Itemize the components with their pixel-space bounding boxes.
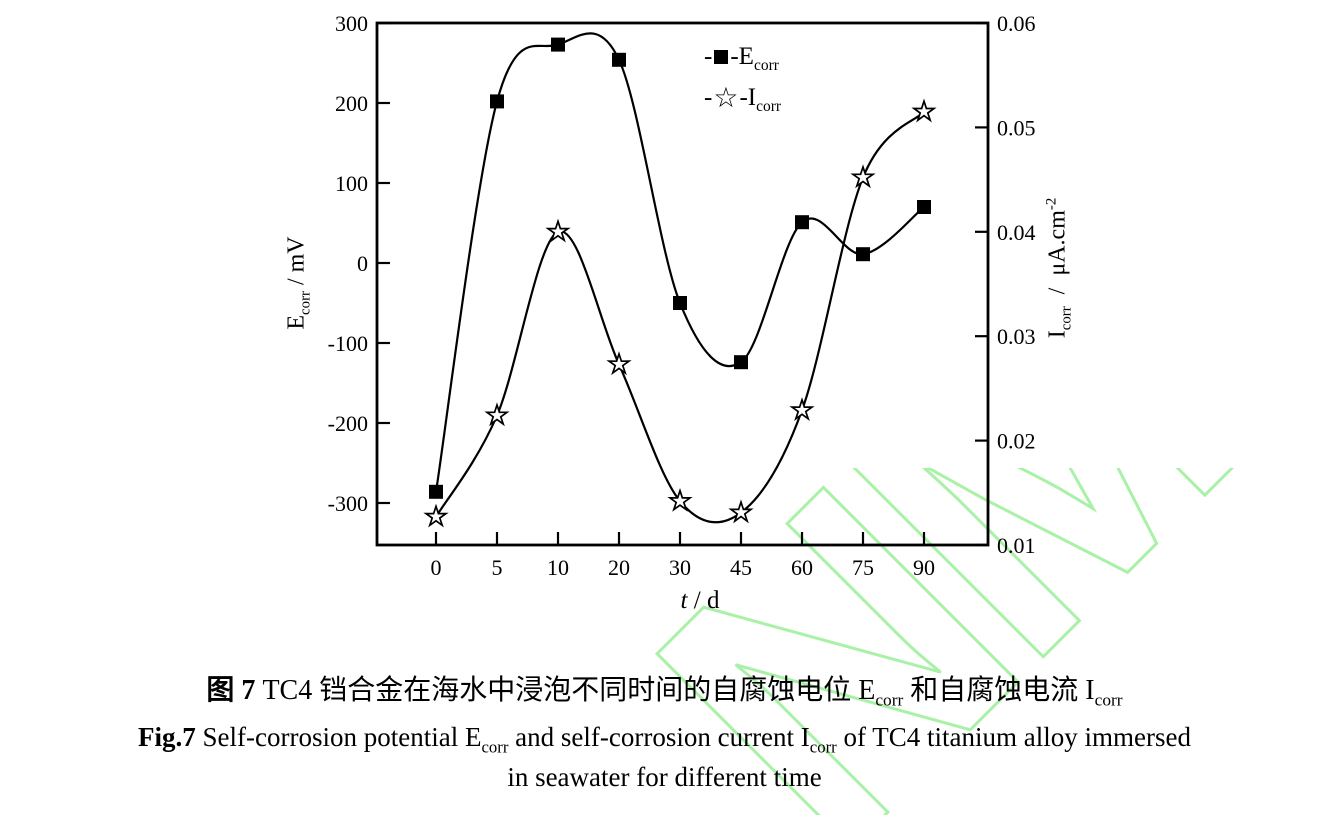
y-right-tick-label: 0.02 [997, 429, 1036, 454]
legend-label-icorr-base: I [747, 83, 757, 111]
y-right-tick-label: 0.05 [997, 115, 1036, 140]
legend-dash: - [704, 42, 713, 70]
legend-label-icorr: Icorr [747, 83, 782, 115]
x-tick-label: 90 [913, 555, 935, 580]
y-left-label-sub: corr [297, 291, 314, 315]
legend-label-ecorr-sub: corr [753, 56, 779, 74]
Ecorr-point-square [856, 247, 870, 262]
chart-legend: - - Ecorr - - Icorr [704, 36, 781, 118]
legend-entry-icorr: - - Icorr [704, 77, 781, 118]
legend-label-ecorr: Ecorr [738, 42, 779, 74]
Icorr-point-star [545, 218, 571, 243]
y-left-tick-label: 200 [335, 91, 368, 116]
filled-square-icon [714, 49, 729, 64]
caption-en-sub-1: corr [481, 737, 509, 757]
caption-zh-sub-2: corr [1094, 690, 1123, 710]
x-tick-label: 5 [492, 555, 503, 580]
Ecorr-point-square [734, 355, 748, 370]
legend-dash: - [704, 83, 713, 111]
x-axis-label: t / d [681, 587, 720, 615]
x-tick-label: 60 [791, 555, 813, 580]
Ecorr-point-square [490, 94, 504, 109]
y-axis-left-label: Ecorr / mV [283, 236, 314, 330]
Ecorr-point-square [673, 296, 687, 310]
Ecorr-line [434, 32, 925, 492]
caption-en-text-2: and self-corrosion current I [508, 722, 810, 752]
x-tick-label: 75 [852, 555, 874, 580]
legend-label-ecorr-base: E [738, 42, 754, 70]
legend-dash: - [739, 83, 748, 111]
x-tick-label: 10 [547, 555, 569, 580]
Icorr-point-star [789, 397, 815, 422]
plot-frame [375, 21, 990, 547]
open-star-icon [713, 97, 738, 98]
y-left-label-base: E [283, 314, 310, 330]
y-right-label-sup: -2 [1043, 197, 1060, 211]
Ecorr-point-square [429, 484, 443, 499]
Icorr-point-star [423, 503, 449, 528]
caption-zh-text-1: TC4 铛合金在海水中浸泡不同时间的自腐蚀电位 E [255, 675, 876, 706]
caption-english-line2: in seawater for different time [507, 762, 822, 792]
caption-en-sub-2: corr [809, 737, 837, 757]
y-right-tick-label: 0.01 [997, 533, 1036, 558]
x-tick-label: 45 [730, 555, 752, 580]
y-right-tick-label: 0.03 [997, 324, 1036, 349]
x-tick-label: 20 [608, 555, 630, 580]
y-right-label-mid: / μA.cm [1044, 210, 1071, 307]
x-label-variable: t [680, 587, 688, 614]
Icorr-point-star [667, 488, 693, 512]
caption-chinese: 图 7 TC4 铛合金在海水中浸泡不同时间的自腐蚀电位 Ecorr 和自腐蚀电流… [0, 668, 1329, 710]
x-label-unit: / d [687, 587, 720, 614]
caption-zh-sub-1: corr [875, 690, 904, 710]
x-tick-label: 30 [669, 555, 691, 580]
Ecorr-point-square [917, 200, 931, 214]
y-left-label-rest: / mV [283, 236, 310, 292]
caption-en-text-1: Self-corrosion potential E [195, 722, 482, 752]
caption-zh-text-2: 和自腐蚀电流 I [903, 675, 1095, 706]
Icorr-line [435, 110, 925, 524]
y-right-label-sub: corr [1058, 306, 1075, 331]
corrosion-chart-canvas: 3002001000-100-200-3000.060.050.040.030.… [328, 11, 1036, 580]
y-right-tick-label: 0.04 [997, 220, 1036, 245]
x-tick-label: 0 [431, 555, 442, 580]
y-axis-right-label: Icorr / μA.cm-2 [1043, 197, 1075, 339]
legend-label-icorr-sub: corr [756, 97, 782, 115]
y-right-label-base: I [1044, 330, 1071, 339]
caption-en-figure-number: Fig.7 [138, 722, 196, 752]
y-right-tick-label: 0.06 [997, 11, 1036, 36]
caption-en-text-3: of TC4 titanium alloy immersed [836, 722, 1191, 752]
caption-english-line1: Fig.7 Self-corrosion potential Ecorr and… [0, 722, 1329, 757]
Icorr-point-star [728, 499, 754, 524]
Ecorr-point-square [795, 215, 809, 230]
Ecorr-point-square [612, 52, 626, 67]
Icorr-point-star [484, 402, 510, 427]
legend-entry-ecorr: - - Ecorr [704, 36, 781, 77]
y-left-tick-label: -100 [328, 331, 368, 356]
Ecorr-point-square [551, 37, 565, 52]
legend-dash: - [730, 42, 739, 70]
Icorr-point-star [911, 98, 937, 123]
caption-zh-figure-number: 图 7 [206, 675, 256, 706]
y-left-tick-label: 100 [335, 171, 368, 196]
y-left-tick-label: 300 [335, 11, 368, 36]
Icorr-point-star [606, 351, 632, 376]
y-left-tick-label: -300 [328, 491, 368, 516]
Icorr-point-star [850, 164, 876, 189]
y-left-tick-label: -200 [328, 411, 368, 436]
y-left-tick-label: 0 [357, 251, 368, 276]
